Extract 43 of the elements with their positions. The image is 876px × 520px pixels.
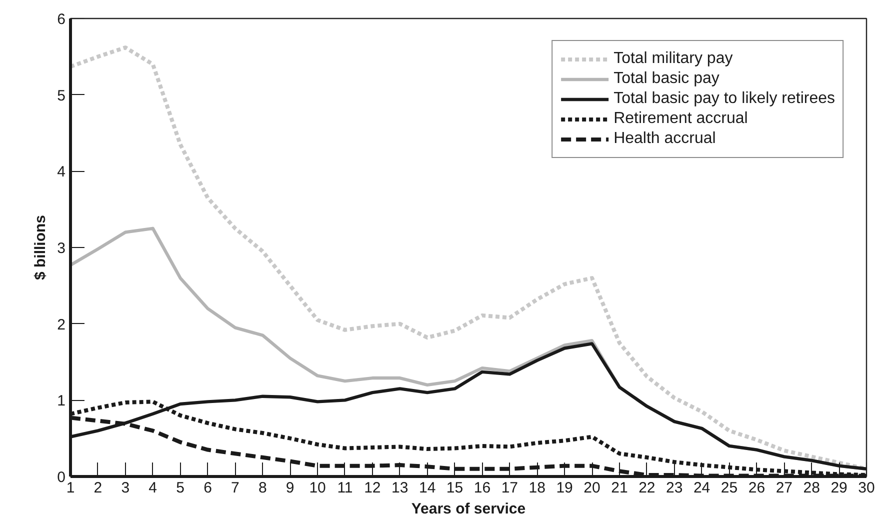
- x-tick-label: 9: [286, 480, 294, 496]
- x-tick-label: 21: [611, 480, 628, 496]
- x-tick-label: 30: [858, 480, 875, 496]
- x-tick-label: 24: [693, 480, 710, 496]
- x-tick-label: 15: [446, 480, 464, 496]
- x-tick-label: 29: [830, 480, 848, 496]
- y-tick-label: 0: [57, 469, 66, 486]
- x-tick-label: 13: [392, 480, 408, 496]
- y-tick-label: 2: [57, 316, 66, 334]
- y-tick-label: 4: [57, 164, 66, 181]
- x-tick-label: 20: [584, 480, 600, 496]
- legend-label: Health accrual: [614, 130, 716, 148]
- x-tick-label: 12: [364, 480, 381, 496]
- y-tick-label: 6: [57, 11, 66, 28]
- x-axis-title: Years of service: [411, 500, 526, 518]
- x-tick-label: 28: [803, 480, 820, 496]
- x-tick-label: 4: [148, 480, 158, 496]
- x-tick-label: 25: [720, 480, 738, 496]
- legend-label: Total basic pay to likely retirees: [614, 90, 835, 108]
- x-tick-label: 6: [204, 480, 212, 496]
- x-tick-label: 3: [121, 480, 130, 496]
- x-tick-label: 2: [94, 480, 102, 496]
- y-tick-label: 1: [57, 392, 66, 410]
- legend-label: Total basic pay: [614, 70, 720, 88]
- y-axis-title: $ billions: [32, 214, 50, 280]
- x-tick-label: 26: [748, 480, 766, 496]
- legend-label: Retirement accrual: [614, 110, 748, 128]
- y-tick-label: 5: [57, 87, 66, 104]
- x-tick-label: 14: [418, 480, 436, 496]
- legend-label: Total military pay: [614, 50, 733, 68]
- y-tick-label: 3: [57, 240, 66, 257]
- x-tick-label: 19: [556, 480, 573, 496]
- x-tick-label: 27: [776, 480, 792, 496]
- x-tick-label: 18: [528, 480, 546, 496]
- x-tick-label: 23: [666, 480, 683, 496]
- x-tick-label: 5: [176, 480, 184, 496]
- x-tick-label: 8: [258, 480, 267, 496]
- x-tick-label: 17: [501, 480, 518, 496]
- x-tick-label: 10: [309, 480, 326, 496]
- x-tick-label: 11: [337, 480, 353, 496]
- x-tick-label: 7: [231, 480, 240, 496]
- x-tick-label: 22: [638, 480, 656, 496]
- x-tick-label: 16: [474, 480, 491, 496]
